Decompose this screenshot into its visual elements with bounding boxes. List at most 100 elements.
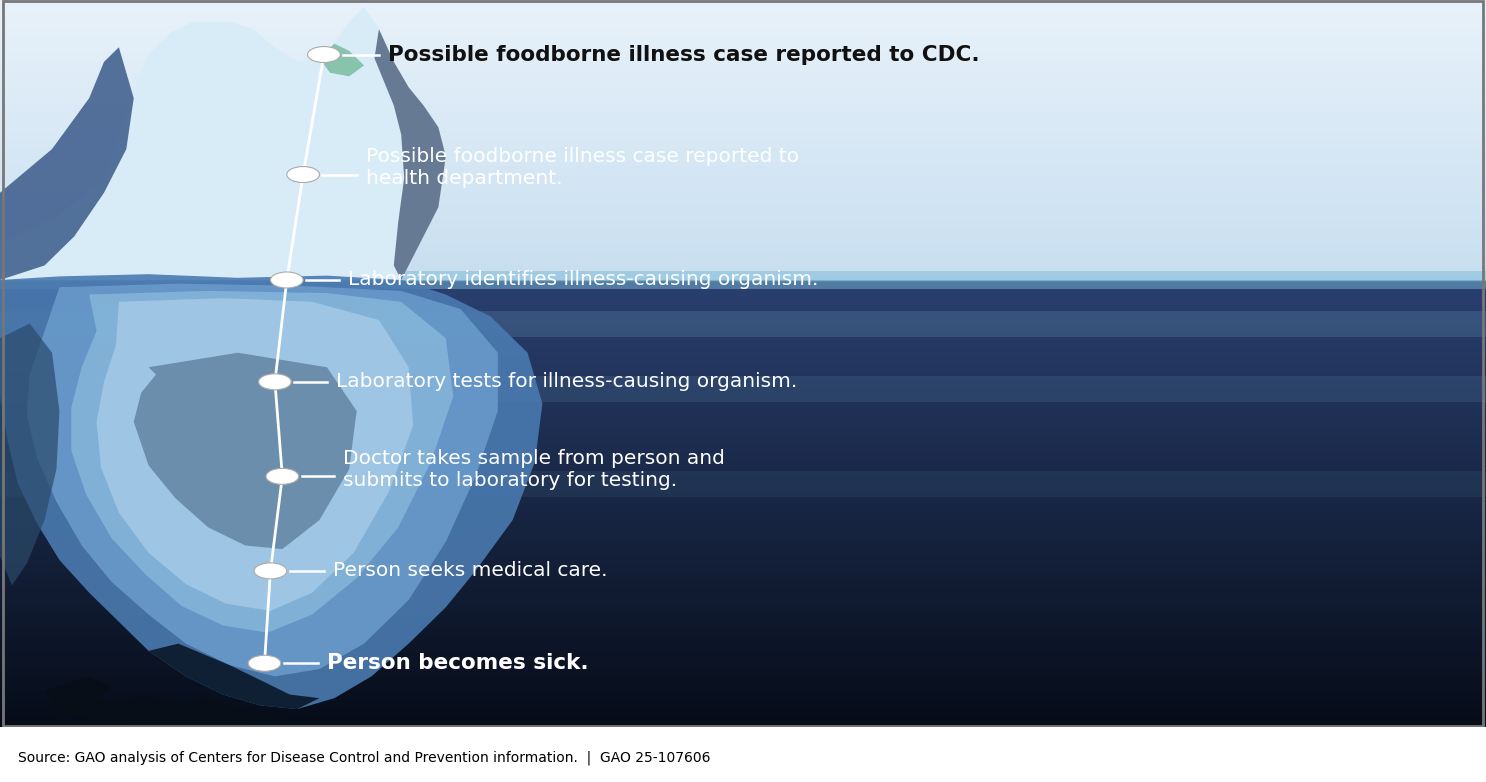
Bar bbox=[0, 288, 1486, 289]
Bar bbox=[0, 411, 1486, 413]
Bar bbox=[0, 514, 1486, 515]
Bar bbox=[0, 105, 1486, 106]
Polygon shape bbox=[0, 274, 542, 709]
Bar bbox=[0, 328, 1486, 329]
Bar bbox=[0, 669, 1486, 671]
Bar bbox=[0, 658, 1486, 660]
Bar bbox=[0, 201, 1486, 202]
Bar bbox=[0, 648, 1486, 650]
Bar bbox=[0, 544, 1486, 545]
Bar bbox=[0, 260, 1486, 261]
Bar bbox=[0, 19, 1486, 20]
Bar bbox=[0, 125, 1486, 126]
Bar bbox=[0, 468, 1486, 469]
Bar bbox=[0, 53, 1486, 54]
Bar bbox=[0, 486, 1486, 487]
Bar bbox=[0, 650, 1486, 651]
Bar bbox=[0, 332, 1486, 334]
Bar bbox=[0, 481, 1486, 482]
Bar bbox=[0, 569, 1486, 571]
Bar bbox=[0, 472, 1486, 474]
Bar bbox=[0, 382, 1486, 383]
Bar bbox=[0, 181, 1486, 182]
Bar bbox=[0, 633, 1486, 635]
Bar bbox=[0, 673, 1486, 675]
Bar bbox=[0, 389, 1486, 390]
Bar bbox=[0, 508, 1486, 510]
Bar bbox=[0, 62, 1486, 63]
Bar bbox=[0, 520, 1486, 522]
Bar bbox=[0, 556, 1486, 558]
Bar bbox=[0, 402, 1486, 404]
Bar bbox=[0, 173, 1486, 174]
Bar bbox=[0, 138, 1486, 139]
Bar bbox=[0, 160, 1486, 161]
Bar bbox=[0, 601, 1486, 602]
Bar bbox=[0, 376, 1486, 402]
Bar bbox=[0, 344, 1486, 346]
Bar bbox=[0, 504, 1486, 505]
Bar bbox=[0, 310, 1486, 337]
Bar bbox=[0, 39, 1486, 40]
Bar bbox=[0, 694, 1486, 696]
Bar bbox=[0, 660, 1486, 662]
Bar bbox=[0, 182, 1486, 183]
Bar bbox=[0, 208, 1486, 209]
Bar bbox=[0, 231, 1486, 232]
Bar bbox=[0, 638, 1486, 640]
Bar bbox=[0, 206, 1486, 207]
Bar bbox=[0, 30, 1486, 32]
Bar bbox=[0, 44, 1486, 45]
Bar bbox=[0, 645, 1486, 647]
Bar bbox=[0, 490, 1486, 492]
Bar bbox=[0, 579, 1486, 581]
Bar bbox=[0, 443, 1486, 444]
Bar bbox=[0, 568, 1486, 569]
Bar bbox=[0, 78, 1486, 79]
Bar bbox=[0, 653, 1486, 655]
Bar bbox=[0, 675, 1486, 676]
Bar bbox=[0, 194, 1486, 195]
Bar bbox=[0, 589, 1486, 590]
Bar bbox=[0, 393, 1486, 395]
Bar bbox=[0, 593, 1486, 594]
Bar bbox=[0, 116, 1486, 117]
Bar bbox=[0, 13, 1486, 14]
Bar bbox=[0, 457, 1486, 459]
Bar bbox=[0, 296, 1486, 298]
Bar bbox=[0, 590, 1486, 592]
Bar bbox=[0, 223, 1486, 224]
Bar bbox=[0, 290, 1486, 292]
Bar bbox=[0, 615, 1486, 617]
Bar bbox=[0, 372, 1486, 374]
Bar bbox=[0, 179, 1486, 180]
Bar bbox=[0, 605, 1486, 607]
Bar bbox=[0, 683, 1486, 684]
Bar bbox=[0, 268, 1486, 269]
Bar bbox=[0, 723, 1486, 724]
Bar bbox=[0, 619, 1486, 620]
Bar bbox=[0, 432, 1486, 433]
Bar bbox=[0, 447, 1486, 448]
Bar bbox=[0, 626, 1486, 627]
Bar bbox=[0, 416, 1486, 417]
Bar bbox=[0, 193, 1486, 194]
Bar bbox=[0, 701, 1486, 702]
Bar bbox=[0, 68, 1486, 69]
Bar bbox=[0, 159, 1486, 160]
Bar bbox=[0, 608, 1486, 609]
Bar bbox=[0, 155, 1486, 156]
Bar bbox=[0, 535, 1486, 536]
Bar bbox=[0, 672, 1486, 673]
Bar bbox=[0, 637, 1486, 638]
Bar bbox=[0, 241, 1486, 242]
Bar bbox=[0, 475, 1486, 477]
Bar bbox=[0, 154, 1486, 155]
Bar bbox=[0, 48, 1486, 49]
Bar bbox=[0, 217, 1486, 218]
Bar bbox=[0, 251, 1486, 252]
Bar bbox=[0, 246, 1486, 247]
Bar bbox=[0, 375, 1486, 377]
Bar bbox=[0, 102, 1486, 103]
Circle shape bbox=[287, 167, 319, 182]
